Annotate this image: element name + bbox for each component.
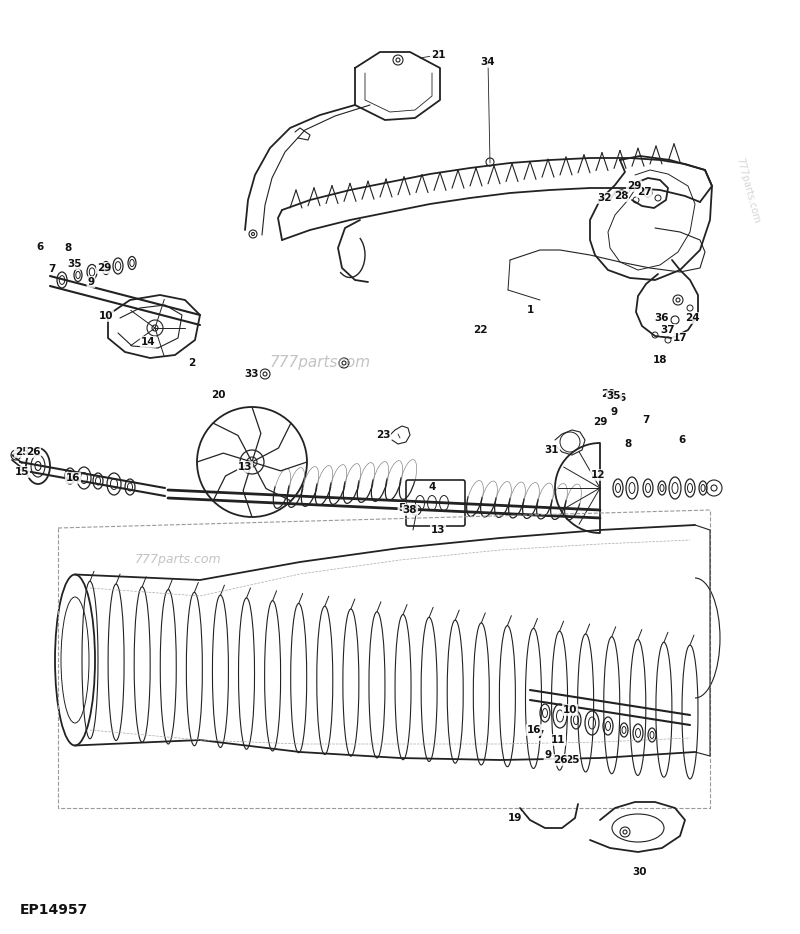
Text: 37: 37 (661, 325, 675, 335)
Text: 26: 26 (26, 447, 40, 457)
Text: 30: 30 (633, 867, 647, 877)
Text: 35: 35 (606, 391, 622, 401)
Text: 29: 29 (593, 417, 607, 427)
Text: 11: 11 (550, 735, 566, 745)
Text: 777parts.com: 777parts.com (734, 156, 762, 224)
Text: 23: 23 (376, 430, 390, 440)
Text: 8: 8 (64, 243, 72, 253)
Text: 36: 36 (654, 313, 670, 323)
Text: 4: 4 (428, 482, 436, 492)
Text: 16: 16 (526, 725, 542, 735)
Text: 24: 24 (685, 313, 699, 323)
Text: 1: 1 (526, 305, 534, 315)
Text: 777parts.com: 777parts.com (134, 554, 222, 567)
Text: 777partscom: 777partscom (270, 355, 370, 370)
Text: 38: 38 (402, 505, 418, 515)
Text: 20: 20 (210, 390, 226, 400)
Text: 6: 6 (678, 435, 686, 445)
Text: 26: 26 (553, 755, 567, 765)
Text: 10: 10 (98, 311, 114, 321)
Text: 13: 13 (238, 462, 252, 472)
Text: 15: 15 (14, 467, 30, 477)
Text: 16: 16 (66, 473, 80, 483)
Text: 13: 13 (430, 525, 446, 535)
Text: 22: 22 (473, 325, 487, 335)
Text: 7: 7 (48, 264, 56, 274)
Text: 9: 9 (610, 407, 618, 417)
Text: 9: 9 (87, 277, 94, 287)
Text: 7: 7 (642, 415, 650, 425)
Text: 18: 18 (653, 355, 667, 365)
Text: 29: 29 (627, 181, 641, 191)
Text: 29: 29 (601, 389, 615, 399)
Text: 8: 8 (624, 439, 632, 449)
Text: 2: 2 (188, 358, 196, 368)
Text: 31: 31 (545, 445, 559, 455)
Text: 25: 25 (14, 447, 30, 457)
Text: 29: 29 (97, 263, 111, 273)
Text: 35: 35 (68, 259, 82, 269)
Text: 25: 25 (565, 755, 579, 765)
Text: 7: 7 (536, 730, 544, 740)
Text: 32: 32 (598, 193, 612, 203)
Text: 9: 9 (545, 750, 551, 760)
Text: 17: 17 (673, 333, 687, 343)
Text: 12: 12 (590, 470, 606, 480)
Text: 21: 21 (430, 50, 446, 60)
Text: 6: 6 (36, 242, 44, 252)
Text: EP14957: EP14957 (20, 903, 88, 917)
Text: 27: 27 (637, 187, 651, 197)
Text: 5: 5 (398, 503, 406, 513)
Text: 19: 19 (508, 813, 522, 823)
Text: 14: 14 (141, 337, 155, 347)
Text: 10: 10 (562, 705, 578, 715)
Text: 34: 34 (481, 57, 495, 67)
Text: 28: 28 (614, 191, 628, 201)
Text: 33: 33 (245, 369, 259, 379)
Text: 6: 6 (618, 393, 626, 403)
